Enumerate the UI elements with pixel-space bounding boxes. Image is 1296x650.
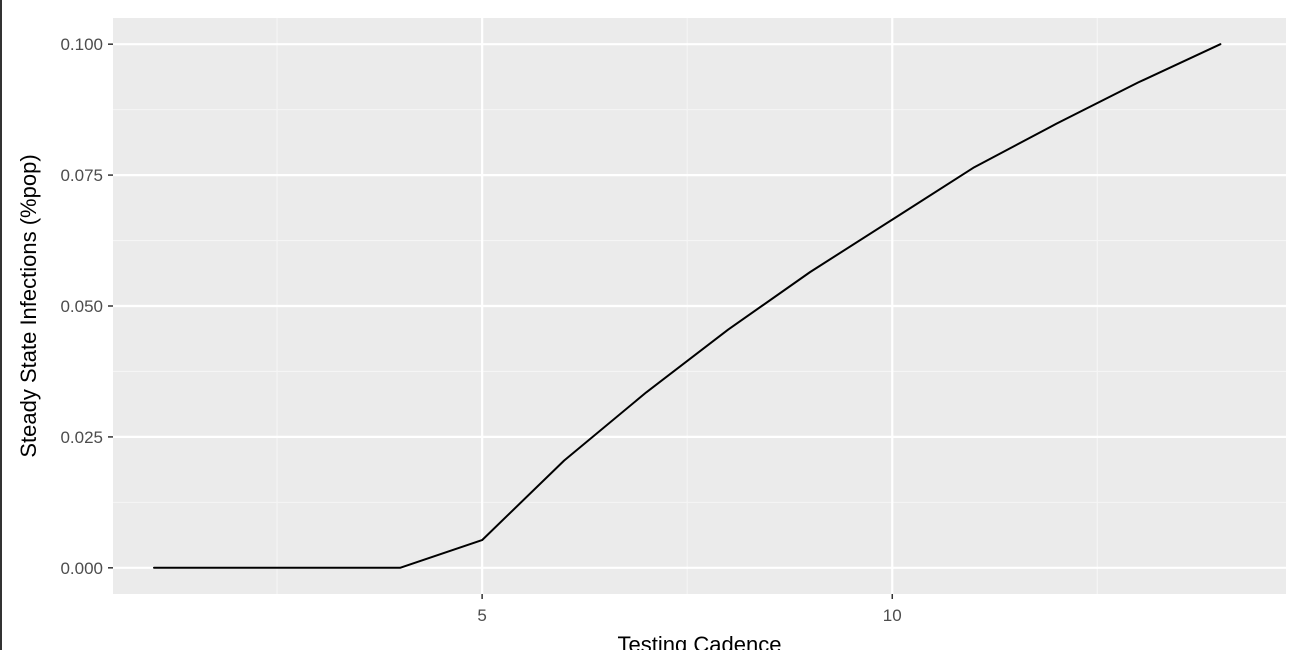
y-tick-label: 0.000 <box>60 559 103 578</box>
x-tick-label: 5 <box>477 606 486 625</box>
y-tick-label: 0.075 <box>60 166 103 185</box>
series-layer <box>153 43 1222 569</box>
y-axis-ticks: 0.000 0.025 0.050 0.075 0.100 <box>60 35 113 578</box>
y-axis-title: Steady State Infections (%pop) <box>16 154 41 457</box>
window-edge <box>0 0 2 650</box>
x-axis-title: Testing Cadence <box>618 632 782 650</box>
minor-gridlines <box>113 18 1286 594</box>
y-tick-label: 0.025 <box>60 428 103 447</box>
x-tick-label: 10 <box>883 606 902 625</box>
series-line <box>153 43 1222 569</box>
x-axis-ticks: 5 10 <box>477 594 902 625</box>
y-tick-label: 0.100 <box>60 35 103 54</box>
y-tick-label: 0.050 <box>60 297 103 316</box>
